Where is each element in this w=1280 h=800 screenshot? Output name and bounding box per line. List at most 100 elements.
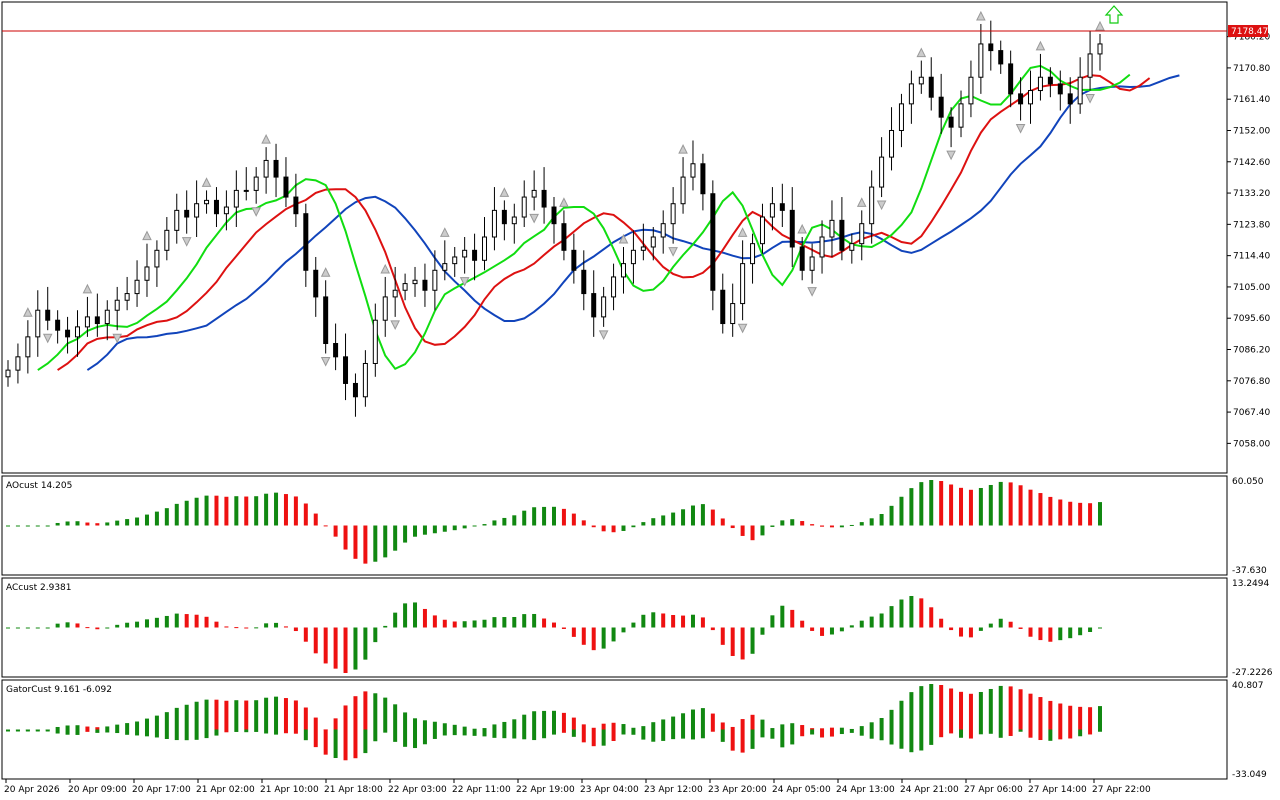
ao-bar (869, 518, 874, 526)
gator-bar (959, 729, 964, 738)
ac-bar (45, 627, 50, 629)
gator-bar (323, 729, 328, 755)
price-tick-label: 7133.20 (1233, 189, 1270, 199)
ac-bar (730, 627, 735, 656)
candle-body (740, 263, 746, 305)
ao-bar (929, 480, 934, 526)
candle-body (263, 159, 269, 178)
gator-bar (393, 729, 398, 742)
ac-bar (601, 627, 606, 649)
ac-bar (552, 622, 556, 628)
ac-bar (184, 614, 189, 628)
candle-body (293, 196, 299, 215)
gator-bar (462, 726, 467, 730)
gator-bar (1008, 686, 1013, 730)
gator-bar (75, 725, 80, 730)
gator-bar (909, 729, 914, 753)
time-tick-label: 20 Apr 09:00 (68, 785, 127, 795)
candle-body (164, 229, 170, 251)
ao-bar (661, 515, 666, 526)
ao-bar (144, 514, 149, 526)
ao-bar (293, 496, 298, 526)
candle-body (799, 246, 805, 271)
candle-body (521, 196, 527, 218)
gator-bar (740, 729, 745, 753)
ao-max: 60.050 (1232, 477, 1264, 487)
gator-bar (492, 724, 497, 730)
main-panel (1, 1, 1228, 474)
candle-body (660, 223, 666, 238)
gator-bar (750, 714, 755, 730)
gator-bar (631, 727, 636, 730)
ao-bar (700, 504, 705, 526)
gator-bar (264, 729, 269, 734)
ac-bar (95, 627, 100, 630)
fractal-down-icon (529, 213, 539, 224)
ac-bar (174, 613, 179, 628)
ac-bar (432, 615, 437, 628)
gator-bar (849, 729, 854, 733)
gator-bar (968, 693, 973, 730)
candle-body (750, 243, 756, 265)
line-teeth (57, 74, 1151, 371)
gator-bar (333, 729, 338, 759)
gator-bar (899, 700, 904, 730)
gator-bar (671, 729, 676, 740)
price-tick-label: 7076.80 (1233, 377, 1270, 387)
candle-body (472, 249, 478, 261)
gator-bar (135, 721, 140, 730)
gator-bar (75, 729, 80, 735)
ao-bar (323, 525, 328, 527)
ao-bar (115, 520, 120, 526)
candle-body (253, 176, 259, 191)
fractal-down-icon (598, 330, 609, 340)
gator-bar (502, 729, 507, 739)
ac-min: -27.2226 (1232, 668, 1273, 678)
ao-bar (790, 519, 795, 526)
ac-bar (75, 623, 80, 628)
time-tick-label: 22 Apr 11:00 (452, 785, 511, 795)
gator-bar (939, 685, 944, 730)
ao-bar (532, 507, 537, 526)
gator-bar (194, 701, 199, 730)
ao-bar (353, 525, 358, 559)
gator-bar (1098, 729, 1102, 732)
ao-bar (512, 515, 517, 526)
ac-bar (6, 627, 10, 629)
gator-bar (780, 729, 785, 748)
fractal-up-icon (559, 197, 569, 207)
gator-bar (224, 729, 229, 733)
candle-body (571, 249, 577, 271)
gator-bar (1078, 729, 1083, 737)
gator-bar (343, 729, 348, 761)
ao-bar (35, 525, 40, 527)
ac-bar (353, 627, 358, 670)
ao-bar (234, 496, 239, 526)
gator-bar (968, 729, 973, 739)
ac-bar (472, 620, 477, 628)
ao-bar (105, 522, 110, 526)
fractal-up-icon (82, 283, 93, 294)
candle-body (680, 176, 686, 205)
candle-body (154, 249, 160, 268)
gator-bar (522, 714, 527, 730)
gator-bar (383, 697, 388, 730)
ac-bar (919, 598, 924, 628)
gator-bar (283, 698, 288, 730)
gator-bar (125, 723, 130, 730)
gator-bar (859, 729, 864, 736)
gator-bar (45, 729, 50, 732)
ao-bar (1008, 482, 1013, 526)
gator-bar (1008, 729, 1013, 736)
price-tick-label: 7180.20 (1233, 33, 1270, 43)
ao-bar (15, 525, 20, 527)
gator-bar (283, 729, 288, 734)
gator-bar (690, 709, 695, 730)
gator-bar (1088, 707, 1093, 730)
gator-bar (730, 729, 735, 751)
ac-bar (770, 615, 775, 628)
ao-bar (303, 503, 308, 526)
fractal-up-icon (439, 227, 450, 237)
price-axis: 7180.20 7170.80 7161.40 7152.00 7142.60 7133.… (1227, 33, 1270, 449)
fractal-down-icon (1015, 124, 1026, 134)
